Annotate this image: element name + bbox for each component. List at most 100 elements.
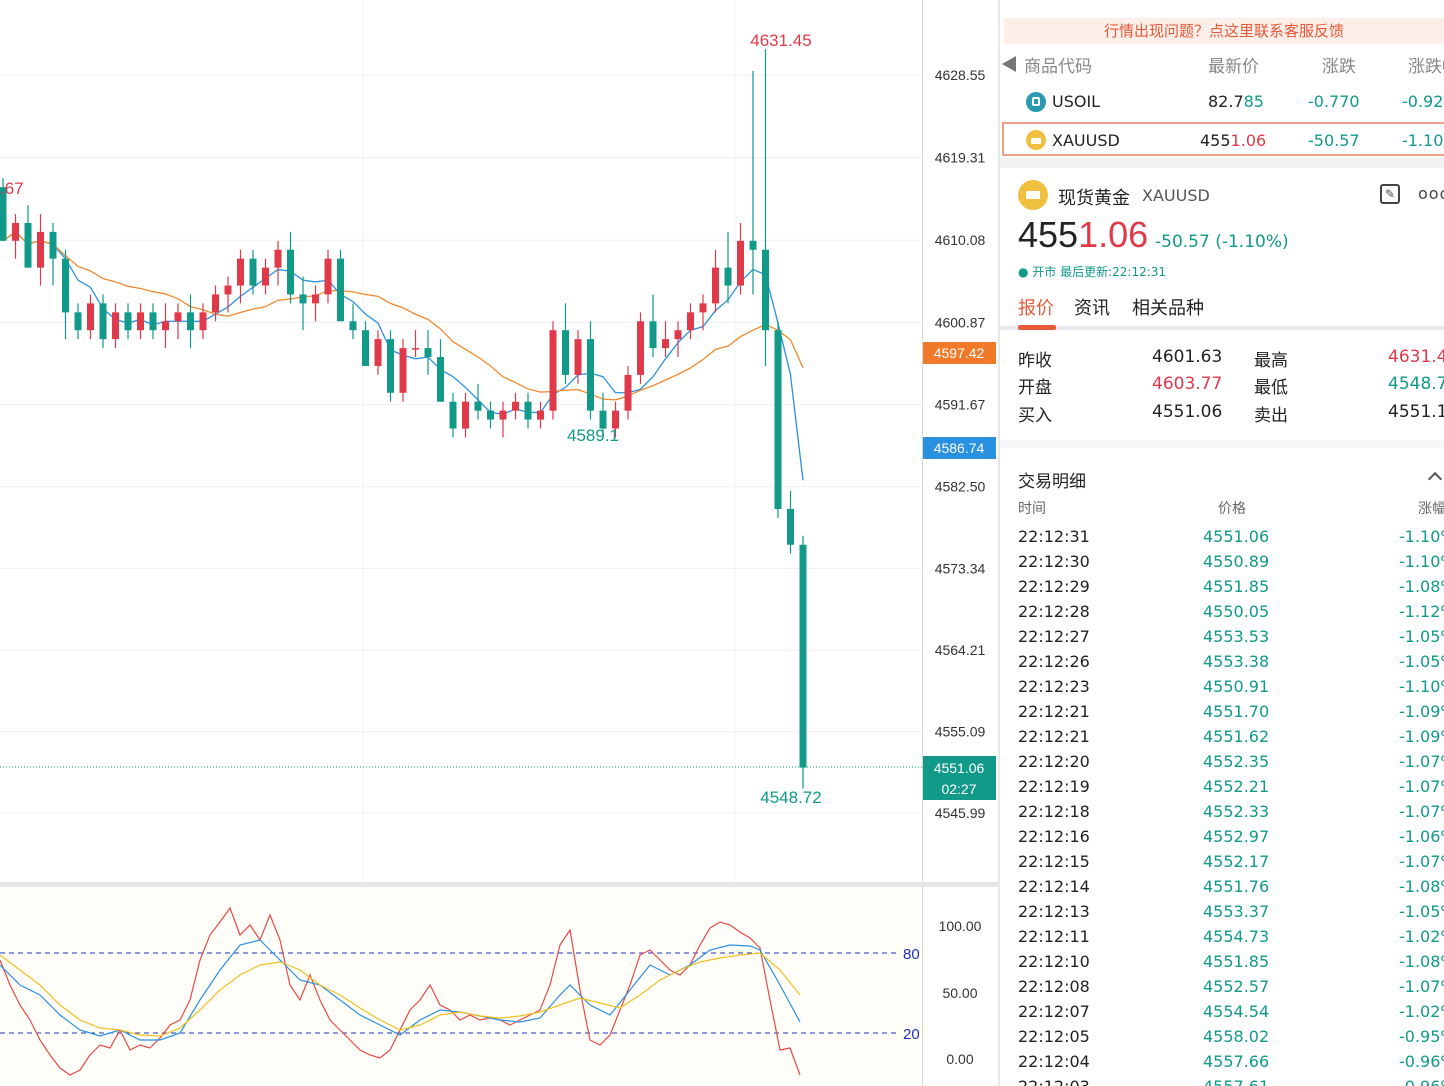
candle[interactable]: [0, 178, 7, 241]
candle[interactable]: [224, 276, 232, 313]
candle[interactable]: [237, 249, 244, 304]
candle[interactable]: [512, 392, 519, 420]
candle[interactable]: [799, 535, 807, 789]
candle[interactable]: [787, 491, 794, 554]
candle[interactable]: [187, 294, 194, 349]
trade-row[interactable]: 22:12:11 4554.73 -1.02%: [1000, 927, 1444, 952]
candle[interactable]: [487, 401, 494, 429]
candle[interactable]: [312, 285, 319, 322]
trade-row[interactable]: 22:12:15 4552.17 -1.07%: [1000, 852, 1444, 877]
trade-row[interactable]: 22:12:18 4552.33 -1.07%: [1000, 802, 1444, 827]
candle[interactable]: [587, 321, 594, 420]
watchlist-col-change[interactable]: 涨跌: [1322, 57, 1356, 77]
trade-row[interactable]: 22:12:19 4552.21 -1.07%: [1000, 777, 1444, 802]
candle[interactable]: [737, 222, 744, 295]
candle[interactable]: [162, 303, 169, 349]
candle[interactable]: [374, 330, 382, 375]
candle[interactable]: [437, 339, 444, 402]
candle[interactable]: [399, 339, 407, 402]
candle[interactable]: [174, 303, 182, 340]
collapse-chevron-icon[interactable]: [1427, 471, 1443, 487]
candle[interactable]: [412, 330, 419, 358]
candle[interactable]: [449, 392, 457, 438]
watchlist-col-last[interactable]: 最新价: [1208, 57, 1259, 77]
watchlist-row-xauusd[interactable]: XAUUSD 4551.06 -50.57 -1.10%: [1002, 122, 1444, 156]
candle[interactable]: [299, 276, 307, 331]
feedback-banner[interactable]: 行情出现问题？点这里联系客服反馈: [1004, 18, 1444, 44]
candle[interactable]: [37, 214, 44, 286]
candle[interactable]: [324, 249, 332, 304]
candle[interactable]: [62, 249, 69, 340]
candle[interactable]: [149, 303, 157, 340]
candle[interactable]: [549, 321, 557, 420]
tab-news[interactable]: 资讯: [1074, 298, 1110, 319]
candle[interactable]: [262, 258, 269, 295]
trade-row[interactable]: 22:12:07 4554.54 -1.02%: [1000, 1002, 1444, 1027]
candle[interactable]: [624, 365, 632, 420]
candle[interactable]: [124, 303, 132, 340]
candle[interactable]: [562, 303, 569, 384]
candle[interactable]: [649, 294, 657, 358]
candle[interactable]: [612, 401, 619, 438]
candle[interactable]: [537, 401, 544, 429]
candle[interactable]: [74, 303, 82, 340]
trade-row[interactable]: 22:12:05 4558.02 -0.95%: [1000, 1027, 1444, 1052]
candle[interactable]: [99, 294, 107, 349]
candle[interactable]: [349, 303, 357, 340]
candle[interactable]: [712, 249, 719, 313]
trade-row[interactable]: 22:12:23 4550.91 -1.10%: [1000, 677, 1444, 702]
candle[interactable]: [199, 303, 207, 340]
candle[interactable]: [274, 240, 282, 286]
trade-row[interactable]: 22:12:28 4550.05 -1.12%: [1000, 602, 1444, 627]
candle[interactable]: [24, 205, 32, 268]
trade-row[interactable]: 22:12:14 4551.76 -1.08%: [1000, 877, 1444, 902]
candle[interactable]: [674, 321, 682, 358]
candle[interactable]: [687, 303, 694, 340]
tab-related[interactable]: 相关品种: [1132, 298, 1204, 319]
watchlist-col-code[interactable]: 商品代码: [1024, 57, 1092, 77]
candle[interactable]: [287, 231, 294, 304]
candle[interactable]: [574, 330, 582, 384]
trade-row[interactable]: 22:12:29 4551.85 -1.08%: [1000, 577, 1444, 602]
candle[interactable]: [762, 49, 769, 366]
watchlist-row-usoil[interactable]: USOIL 82.785 -0.770 -0.92%: [1002, 84, 1444, 118]
trade-row[interactable]: 22:12:08 4552.57 -1.07%: [1000, 977, 1444, 1002]
trade-row[interactable]: 22:12:27 4553.53 -1.05%: [1000, 627, 1444, 652]
trade-row[interactable]: 22:12:21 4551.70 -1.09%: [1000, 702, 1444, 727]
price-chart-panel[interactable]: 4628.55 4619.31 4610.08 4600.87 4591.67 4582.…: [0, 0, 998, 1086]
edit-icon[interactable]: ✎: [1380, 184, 1400, 204]
trade-row[interactable]: 22:12:30 4550.89 -1.10%: [1000, 552, 1444, 577]
trade-row[interactable]: 22:12:16 4552.97 -1.06%: [1000, 827, 1444, 852]
candle[interactable]: [362, 321, 369, 366]
candle[interactable]: [499, 401, 507, 438]
candle[interactable]: [662, 321, 669, 358]
candle[interactable]: [774, 321, 782, 518]
candlestick-chart[interactable]: 4628.55 4619.31 4610.08 4600.87 4591.67 4582.…: [0, 0, 998, 1086]
candle[interactable]: [599, 392, 607, 438]
trade-row[interactable]: 22:12:31 4551.06 -1.10%: [1000, 527, 1444, 552]
candle[interactable]: [87, 294, 94, 340]
candle[interactable]: [337, 249, 344, 322]
trade-row[interactable]: 22:12:04 4557.66 -0.96%: [1000, 1052, 1444, 1077]
trade-row[interactable]: 22:12:13 4553.37 -1.05%: [1000, 902, 1444, 927]
trade-row[interactable]: 22:12:03 4557.61 -0.96%: [1000, 1077, 1444, 1086]
candle[interactable]: [424, 330, 432, 375]
tab-quote[interactable]: 报价: [1018, 298, 1054, 319]
candle[interactable]: [637, 312, 644, 384]
trade-row[interactable]: 22:12:26 4553.38 -1.05%: [1000, 652, 1444, 677]
candle[interactable]: [212, 285, 219, 322]
more-icon[interactable]: ooo: [1418, 184, 1444, 203]
candle[interactable]: [137, 303, 144, 340]
candle[interactable]: [249, 249, 257, 295]
watchlist-col-pct[interactable]: 涨跌幅: [1408, 57, 1444, 77]
candle[interactable]: [49, 222, 57, 286]
candle[interactable]: [524, 392, 532, 429]
pane-separator[interactable]: [0, 882, 998, 887]
trade-row[interactable]: 22:12:20 4552.35 -1.07%: [1000, 752, 1444, 777]
candle[interactable]: [699, 294, 707, 331]
trade-row[interactable]: 22:12:10 4551.85 -1.08%: [1000, 952, 1444, 977]
candle[interactable]: [12, 214, 19, 259]
candle[interactable]: [474, 383, 482, 420]
candle[interactable]: [112, 303, 119, 349]
candle[interactable]: [387, 330, 394, 402]
